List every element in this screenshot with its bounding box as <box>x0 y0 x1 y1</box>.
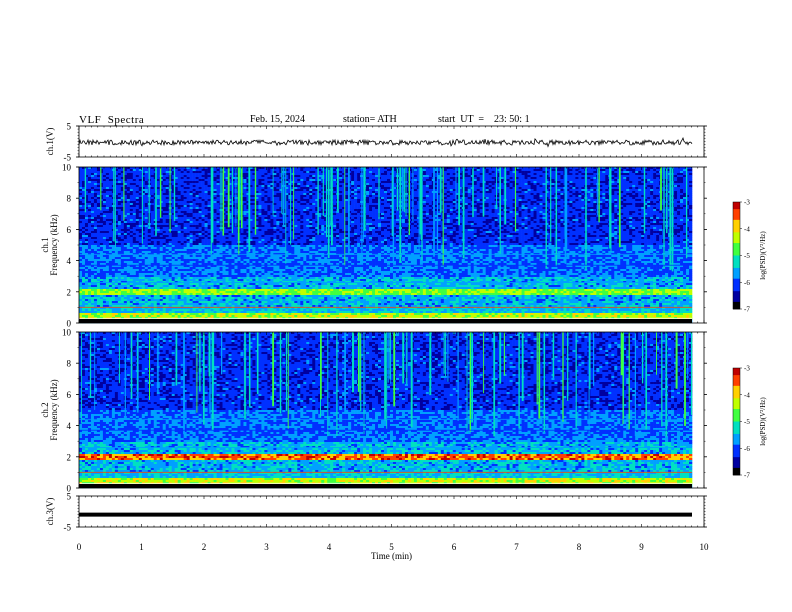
colorbar-ch2: -3 -4 -5 -6 -7 log(PSD)(V²/Hz) <box>733 365 767 480</box>
y-tick-label: -5 <box>64 523 72 533</box>
colorbar-label: log(PSD)(V²/Hz) <box>759 397 767 446</box>
x-tick-label: 6 <box>452 542 457 552</box>
y-axis-label: ch.1(V) <box>45 128 55 156</box>
y-axis-label: ch.3(V) <box>45 498 55 526</box>
colorbar-ch1: -3 -4 -5 -6 -7 log(PSD)(V²/Hz) <box>733 199 767 314</box>
y-tick-label: 8 <box>67 194 72 204</box>
colorbar-tick-label: -7 <box>744 472 750 480</box>
colorbar-tick-label: -5 <box>744 418 750 426</box>
colorbar-tick-label: -7 <box>744 306 750 314</box>
y-axis-label: Frequency (kHz) <box>49 379 59 440</box>
x-tick-label: 0 <box>77 542 82 552</box>
y-tick-label: 8 <box>67 359 72 369</box>
colorbar-tick-label: -3 <box>744 199 750 207</box>
x-tick-label: 2 <box>202 542 207 552</box>
y-tick-label: 4 <box>67 256 72 266</box>
colorbar-tick-label: -4 <box>744 391 750 399</box>
x-tick-label: 3 <box>264 542 269 552</box>
spectrogram-ch2 <box>79 332 692 488</box>
colorbar-tick-label: -6 <box>744 279 750 287</box>
colorbar-tick-label: -3 <box>744 365 750 373</box>
x-tick-label: 4 <box>327 542 332 552</box>
y-tick-label: -5 <box>64 153 72 163</box>
colorbar-tick-label: -5 <box>744 252 750 260</box>
y-tick-label: 10 <box>62 163 72 173</box>
panel-frame-ch3-wave <box>79 496 704 527</box>
x-tick-label: 9 <box>639 542 644 552</box>
x-tick-label: 7 <box>514 542 519 552</box>
y-tick-label: 5 <box>67 122 72 132</box>
x-axis-label: Time (min) <box>371 551 412 561</box>
x-tick-label: 10 <box>700 542 710 552</box>
y-axis-label: Frequency (kHz) <box>49 214 59 275</box>
y-tick-label: 6 <box>67 390 72 400</box>
ch1-waveform <box>79 138 692 146</box>
y-tick-label: 4 <box>67 421 72 431</box>
y-tick-label: 6 <box>67 225 72 235</box>
x-tick-label: 8 <box>577 542 582 552</box>
colorbar-tick-label: -4 <box>744 225 750 233</box>
colorbar-label: log(PSD)(V²/Hz) <box>759 231 767 280</box>
y-tick-label: 5 <box>67 492 72 502</box>
spectrogram-ch1 <box>79 167 692 323</box>
colorbar-tick-label: -6 <box>744 445 750 453</box>
y-tick-label: 10 <box>62 328 72 338</box>
y-tick-label: 2 <box>67 452 72 462</box>
y-tick-label: 2 <box>67 287 72 297</box>
x-tick-label: 1 <box>139 542 144 552</box>
